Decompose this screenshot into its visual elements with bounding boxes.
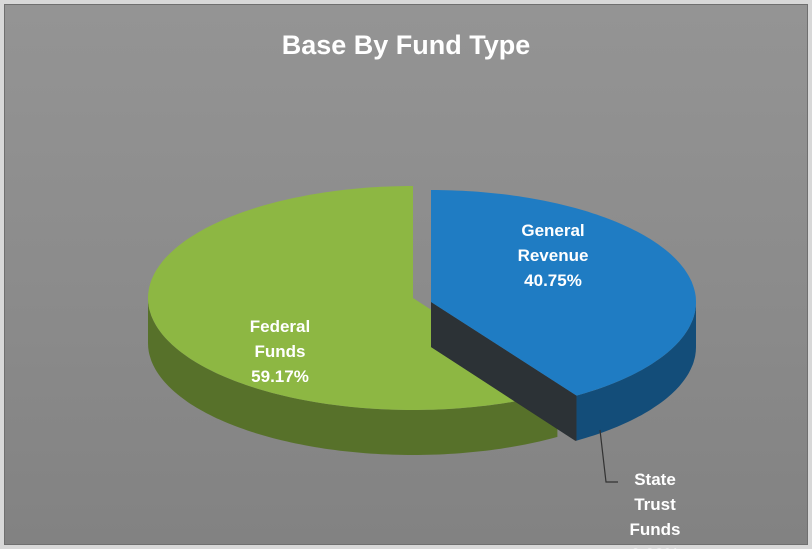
category-name: Federal Funds (249, 317, 311, 361)
chart-title: Base By Fund Type (281, 30, 531, 60)
slice-side (576, 302, 696, 441)
data-label: Federal Funds 59.17% (215, 314, 345, 389)
value-label: 59.17% (251, 367, 309, 386)
slice-top (431, 190, 696, 396)
value-label: 0.08% (600, 542, 710, 549)
leader-line (599, 429, 618, 483)
slice-side (148, 298, 558, 455)
data-label: General Revenue 40.75% (488, 218, 618, 293)
category-name: General Revenue (517, 221, 589, 265)
slice (431, 190, 696, 441)
slice-edge (431, 302, 577, 441)
value-label: 40.75% (524, 271, 582, 290)
data-label: State Trust Funds 0.08% (600, 467, 710, 549)
category-name: State Trust Funds (629, 470, 681, 539)
